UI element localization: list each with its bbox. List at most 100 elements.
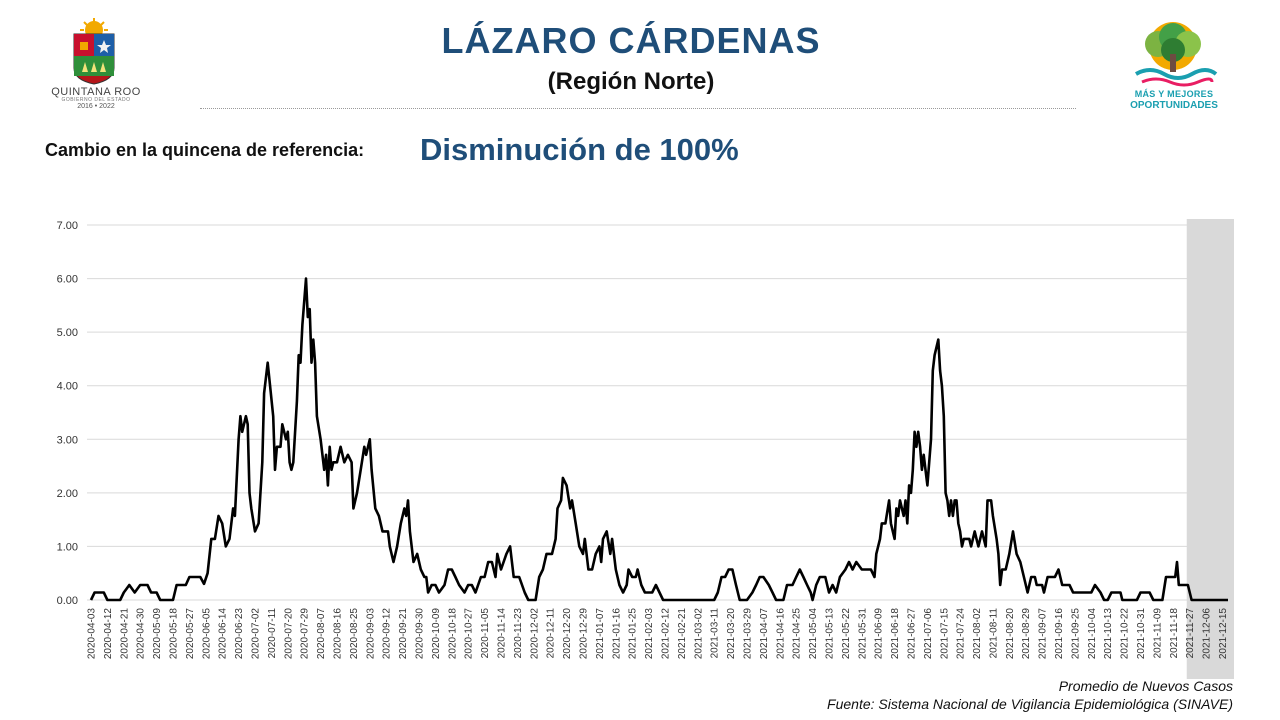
x-tick-label: 2021-02-03	[644, 608, 655, 660]
y-tick-label: 5.00	[57, 327, 78, 339]
change-label: Cambio en la quincena de referencia:	[45, 140, 365, 160]
x-tick-label: 2020-07-02	[250, 608, 261, 660]
x-tick-label: 2021-11-27	[1185, 608, 1196, 659]
x-tick-label: 2021-04-07	[759, 608, 770, 660]
x-tick-label: 2021-12-15	[1218, 608, 1229, 660]
x-tick-label: 2020-04-12	[103, 608, 114, 660]
series-line	[89, 277, 1228, 602]
x-tick-label: 2021-06-18	[890, 608, 901, 660]
x-tick-label: 2021-03-11	[710, 608, 721, 659]
y-tick-label: 7.00	[57, 220, 78, 232]
x-tick-label: 2021-05-04	[808, 608, 819, 660]
x-tick-label: 2020-05-18	[168, 608, 179, 660]
x-tick-label: 2021-11-09	[1152, 608, 1163, 659]
x-tick-label: 2021-09-25	[1070, 608, 1081, 660]
x-tick-label: 2020-12-11	[546, 608, 557, 659]
series-note: Promedio de Nuevos Casos	[1058, 678, 1233, 694]
x-tick-label: 2020-11-05	[480, 608, 491, 659]
logo-right-line1: MÁS Y MEJORES	[1134, 89, 1214, 99]
grid-lines	[87, 224, 1234, 601]
change-value: Disminución de 100%	[420, 132, 739, 167]
x-tick-label: 2020-11-14	[496, 608, 507, 659]
logo-right-line2: OPORTUNIDADES	[1130, 100, 1218, 111]
x-tick-label: 2020-11-23	[513, 608, 524, 659]
x-tick-label: 2020-06-05	[201, 608, 212, 660]
x-tick-label: 2020-04-03	[87, 608, 98, 660]
x-tick-label: 2021-02-21	[677, 608, 688, 660]
tree-icon	[1135, 22, 1218, 87]
header-divider	[200, 108, 1076, 109]
x-tick-label: 2020-08-16	[332, 608, 343, 660]
x-tick-label: 2021-01-16	[611, 608, 622, 660]
x-tick-label: 2020-05-09	[152, 608, 163, 660]
x-tick-label: 2021-09-07	[1038, 608, 1049, 660]
x-tick-label: 2020-12-29	[578, 608, 589, 660]
x-tick-label: 2021-06-09	[874, 608, 885, 660]
x-axis-ticks: 2020-04-03 2020-04-12 2020-04-21 2020-04-30…	[87, 608, 1230, 660]
x-tick-label: 2021-08-29	[1021, 608, 1032, 660]
x-tick-label: 2020-10-09	[431, 608, 442, 660]
oportunidades-logo	[1128, 22, 1218, 92]
x-tick-label: 2021-05-31	[857, 608, 868, 660]
x-tick-label: 2021-05-22	[841, 608, 852, 660]
x-tick-label: 2020-06-23	[234, 608, 245, 660]
x-tick-label: 2020-07-11	[267, 608, 278, 659]
page-title: LÁZARO CÁRDENAS	[441, 20, 821, 61]
logo-left-sub: GOBIERNO DEL ESTADO	[61, 97, 131, 103]
x-tick-label: 2021-01-07	[595, 608, 606, 660]
x-tick-label: 2021-04-16	[775, 608, 786, 660]
x-tick-label: 2020-12-02	[529, 608, 540, 660]
x-tick-label: 2021-03-29	[742, 608, 753, 660]
x-tick-label: 2020-08-07	[316, 608, 327, 660]
x-tick-label: 2021-07-24	[956, 608, 967, 660]
y-tick-label: 6.00	[57, 274, 78, 286]
y-axis-ticks: 0.00 1.00 2.00 3.00 4.00 5.00 6.00 7.00	[57, 220, 78, 607]
x-tick-label: 2020-07-29	[300, 608, 311, 660]
x-tick-label: 2020-08-25	[349, 608, 360, 660]
x-tick-label: 2021-12-06	[1202, 608, 1213, 660]
y-tick-label: 3.00	[57, 434, 78, 446]
x-tick-label: 2021-04-25	[792, 608, 803, 660]
coat-of-arms-icon	[73, 18, 115, 85]
x-tick-label: 2021-08-20	[1005, 608, 1016, 660]
x-tick-label: 2021-03-02	[693, 608, 704, 660]
x-tick-label: 2021-01-25	[628, 608, 639, 660]
x-tick-label: 2020-12-20	[562, 608, 573, 660]
x-tick-label: 2020-10-27	[464, 608, 475, 660]
x-tick-label: 2021-08-11	[988, 608, 999, 659]
x-tick-label: 2021-06-27	[906, 608, 917, 660]
x-tick-label: 2021-08-02	[972, 608, 983, 660]
x-tick-label: 2020-06-14	[218, 608, 229, 660]
logo-left-years: 2016 • 2022	[77, 103, 115, 110]
x-tick-label: 2021-10-04	[1087, 608, 1098, 660]
cases-line-chart: 0.00 1.00 2.00 3.00 4.00 5.00 6.00 7.00 2020-04…	[57, 219, 1234, 679]
shaded-period	[1186, 219, 1234, 679]
x-tick-label: 2021-07-15	[939, 608, 950, 660]
x-tick-label: 2020-07-20	[283, 608, 294, 660]
x-tick-label: 2020-09-03	[365, 608, 376, 660]
x-tick-label: 2021-03-20	[726, 608, 737, 660]
x-tick-label: 2021-10-13	[1103, 608, 1114, 660]
x-tick-label: 2021-02-12	[660, 608, 671, 660]
y-tick-label: 2.00	[57, 488, 78, 500]
x-tick-label: 2021-05-13	[824, 608, 835, 660]
x-tick-label: 2020-04-30	[136, 608, 147, 660]
x-tick-label: 2021-09-16	[1054, 608, 1065, 660]
x-tick-label: 2021-07-06	[923, 608, 934, 660]
page-subtitle: (Región Norte)	[547, 68, 715, 95]
x-tick-label: 2020-09-21	[398, 608, 409, 660]
source-note: Fuente: Sistema Nacional de Vigilancia E…	[827, 696, 1233, 712]
y-tick-label: 0.00	[57, 595, 78, 607]
y-tick-label: 1.00	[57, 541, 78, 553]
x-tick-label: 2021-10-31	[1136, 608, 1147, 660]
x-tick-label: 2021-10-22	[1120, 608, 1131, 660]
x-tick-label: 2020-09-12	[382, 608, 393, 660]
y-tick-label: 4.00	[57, 381, 78, 393]
x-tick-label: 2021-11-18	[1169, 608, 1180, 659]
x-tick-label: 2020-10-18	[447, 608, 458, 660]
x-tick-label: 2020-09-30	[414, 608, 425, 660]
quintana-roo-logo	[40, 18, 160, 113]
x-tick-label: 2020-05-27	[185, 608, 196, 660]
logo-left-name: QUINTANA ROO	[51, 86, 141, 98]
x-tick-label: 2020-04-21	[119, 608, 130, 660]
